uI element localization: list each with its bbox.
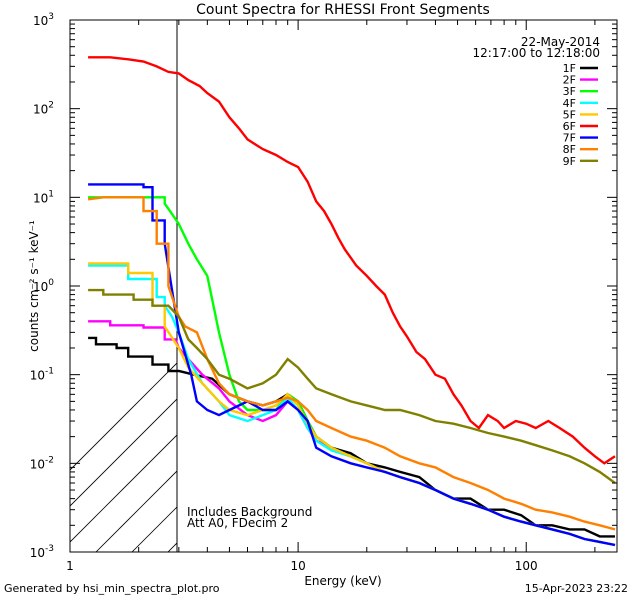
footer-generated-by: Generated by hsi_min_spectra_plot.pro	[4, 582, 220, 595]
y-axis-label-text: counts cm⁻² s⁻¹ keV⁻¹	[27, 220, 41, 352]
legend-label-1f: 1F	[563, 62, 576, 75]
legend-label-5f: 5F	[563, 108, 576, 121]
legend-label-6f: 6F	[563, 120, 576, 133]
x-axis-label: Energy (keV)	[304, 574, 381, 588]
x-tick-label: 1	[66, 559, 74, 573]
hatch-line	[592, 0, 640, 560]
x-tick-label: 10	[290, 559, 305, 573]
series-line-8f	[87, 196, 616, 531]
hatch-line	[70, 398, 177, 507]
series-line-3f	[88, 196, 616, 547]
series-line-6f	[88, 56, 616, 465]
hatch-line	[268, 0, 640, 560]
legend-label-4f: 4F	[563, 97, 576, 110]
y-tick-exponent: 3	[48, 12, 54, 22]
y-tick-label: 102	[33, 101, 54, 117]
y-tick-label: 103	[33, 12, 54, 28]
legend-label-8f: 8F	[563, 143, 576, 156]
annotation-attenuator: Att A0, FDecim 2	[187, 516, 288, 530]
hatch-line	[70, 362, 177, 471]
legend-label-7f: 7F	[563, 132, 576, 145]
y-tick-exponent: -3	[45, 544, 54, 554]
series-line-2f	[88, 320, 616, 547]
hatch-line	[628, 0, 640, 560]
legend-label-9f: 9F	[563, 155, 576, 168]
hatch-line	[232, 0, 640, 560]
series-line-7f	[88, 183, 616, 547]
hatch-line	[70, 434, 177, 543]
y-tick-exponent: -2	[45, 455, 54, 465]
y-tick-label: 10-2	[30, 455, 54, 471]
background-hatch-region	[70, 0, 640, 560]
hatch-line	[340, 0, 640, 560]
y-tick-exponent: 0	[48, 278, 54, 288]
y-tick-exponent: -1	[45, 367, 54, 377]
hatch-line	[304, 0, 640, 560]
legend-label-3f: 3F	[563, 85, 576, 98]
time-range-label: 12:17:00 to 12:18:00	[473, 46, 600, 60]
series-line-9f	[88, 288, 616, 484]
y-tick-label: 10-3	[30, 544, 54, 560]
series-layer	[87, 56, 616, 547]
y-axis-label: counts cm⁻² s⁻¹ keV⁻¹	[27, 220, 41, 352]
legend-label-2f: 2F	[563, 74, 576, 87]
hatch-line	[520, 0, 640, 560]
hatch-line	[448, 0, 640, 560]
date-label: 22-May-2014	[521, 35, 600, 49]
annotation-background: Includes Background	[187, 505, 312, 519]
y-tick-label: 101	[33, 189, 54, 205]
footer-timestamp: 15-Apr-2023 23:22	[524, 582, 628, 595]
series-line-4f	[88, 264, 616, 547]
y-tick-exponent: 2	[48, 101, 54, 111]
chart-title: Count Spectra for RHESSI Front Segments	[196, 2, 490, 18]
y-tick-exponent: 1	[48, 189, 54, 199]
y-tick-label: 10-1	[30, 367, 54, 383]
x-tick-label: 100	[515, 559, 538, 573]
